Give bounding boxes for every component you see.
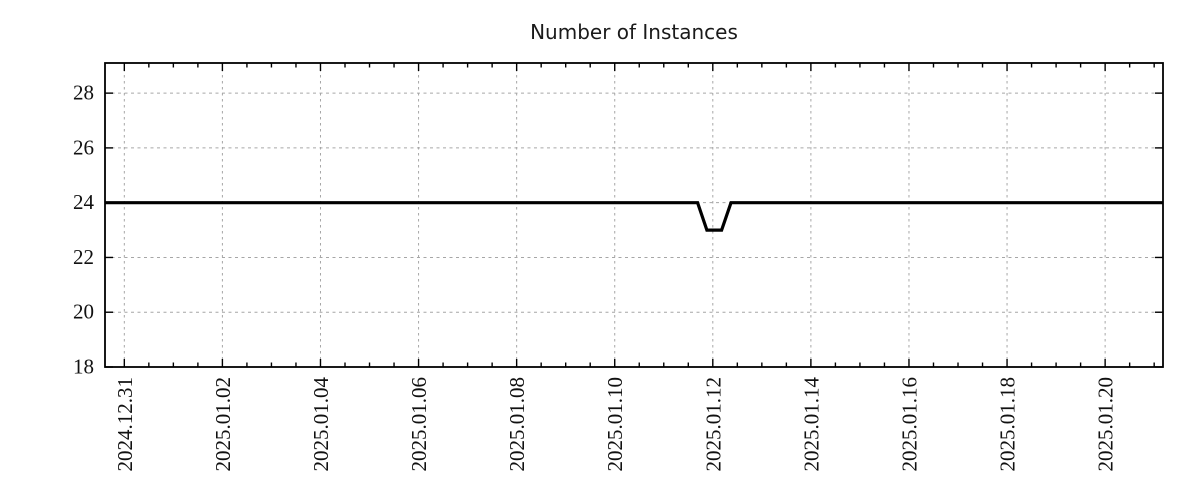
series-line-instances — [105, 201, 1163, 232]
x-tick-label: 2025.01.04 — [309, 377, 333, 472]
x-tick-label: 2025.01.14 — [799, 377, 823, 472]
x-tick-label: 2025.01.16 — [897, 377, 921, 472]
y-tick-label: 28 — [73, 81, 94, 105]
gridlines — [105, 63, 1163, 368]
x-tick-label: 2024.12.31 — [113, 377, 137, 472]
y-tick-label: 18 — [73, 355, 94, 379]
x-axis-labels: 2024.12.31 2025.01.02 2025.01.04 2025.01.06… — [113, 377, 1118, 472]
x-tick-label: 2025.01.06 — [407, 377, 431, 472]
chart-title: Number of Instances — [530, 20, 738, 44]
x-tick-label: 2025.01.18 — [996, 377, 1020, 472]
x-tick-label: 2025.01.12 — [701, 377, 725, 472]
y-tick-label: 22 — [73, 245, 94, 269]
y-axis-labels: 18 20 22 24 26 28 — [73, 81, 95, 379]
x-tick-label: 2025.01.02 — [211, 377, 235, 472]
y-tick-label: 26 — [73, 135, 94, 159]
data-series — [105, 201, 1163, 232]
plot-border — [104, 62, 1164, 368]
x-tick-label: 2025.01.20 — [1094, 377, 1118, 472]
y-tick-label: 24 — [73, 190, 95, 214]
y-tick-label: 20 — [73, 300, 94, 324]
x-tick-label: 2025.01.10 — [603, 377, 627, 472]
x-tick-label: 2025.01.08 — [505, 377, 529, 472]
axis-ticks — [105, 63, 1163, 368]
